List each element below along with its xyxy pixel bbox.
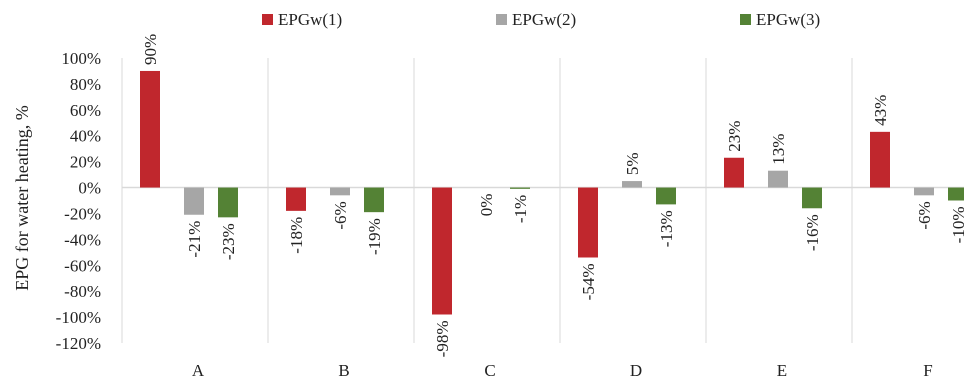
x-category-label: E bbox=[777, 361, 787, 380]
x-axis-categories: A B C D E F bbox=[192, 361, 933, 380]
y-axis-ticks: 100% 80% 60% 40% 20% 0% -20% -40% -60% -80% -100% -… bbox=[56, 49, 101, 353]
x-category-label: C bbox=[484, 361, 495, 380]
bars bbox=[140, 70, 964, 315]
legend-swatch-2 bbox=[496, 14, 507, 25]
bar-s3-D bbox=[656, 187, 676, 205]
y-tick-label: 80% bbox=[70, 75, 101, 94]
bar-s1-C bbox=[432, 187, 452, 315]
bar-s2-D bbox=[622, 181, 642, 188]
bar-s1-A bbox=[140, 70, 160, 188]
data-label-s1-F: 43% bbox=[871, 95, 890, 126]
data-label-s3-F: -10% bbox=[949, 207, 964, 244]
data-label-s3-E: -16% bbox=[803, 214, 822, 251]
bar-s3-F bbox=[948, 187, 964, 201]
bar-s3-A bbox=[218, 187, 238, 218]
data-labels: 90% -21% -23% -18% -6% -19% -98% 0% -1% -54% 5% -13… bbox=[141, 34, 964, 358]
legend-swatch-1 bbox=[262, 14, 273, 25]
grid bbox=[121, 58, 964, 343]
legend-swatch-3 bbox=[740, 14, 751, 25]
y-tick-label: -40% bbox=[64, 230, 101, 249]
data-label-s2-E: 13% bbox=[769, 134, 788, 165]
data-label-s2-A: -21% bbox=[185, 221, 204, 258]
data-label-s1-E: 23% bbox=[725, 121, 744, 152]
bar-s1-B bbox=[286, 187, 306, 211]
bar-s3-C bbox=[510, 187, 530, 189]
y-tick-label: 20% bbox=[70, 153, 101, 172]
bar-s2-E bbox=[768, 170, 788, 188]
x-category-label: D bbox=[630, 361, 642, 380]
x-category-label: B bbox=[338, 361, 349, 380]
data-label-s2-B: -6% bbox=[331, 201, 350, 229]
legend-label-1: EPGw(1) bbox=[278, 10, 342, 29]
data-label-s3-A: -23% bbox=[219, 223, 238, 260]
x-category-label: F bbox=[923, 361, 932, 380]
legend: EPGw(1) EPGw(2) EPGw(3) bbox=[262, 10, 820, 29]
legend-label-3: EPGw(3) bbox=[756, 10, 820, 29]
data-label-s1-B: -18% bbox=[287, 217, 306, 254]
bar-s1-E bbox=[724, 157, 744, 188]
bar-s2-F bbox=[914, 187, 934, 196]
bar-s1-D bbox=[578, 187, 598, 258]
y-tick-label: 0% bbox=[78, 179, 101, 198]
y-tick-label: -60% bbox=[64, 256, 101, 275]
bar-s2-B bbox=[330, 187, 350, 196]
y-axis-title: EPG for water heating, % bbox=[12, 105, 32, 290]
data-label-s3-C: -1% bbox=[511, 195, 530, 223]
y-tick-label: -80% bbox=[64, 282, 101, 301]
legend-label-2: EPGw(2) bbox=[512, 10, 576, 29]
x-category-label: A bbox=[192, 361, 205, 380]
y-tick-label: -100% bbox=[56, 308, 101, 327]
bar-s2-A bbox=[184, 187, 204, 215]
data-label-s2-C: 0% bbox=[477, 194, 496, 217]
y-tick-label: 100% bbox=[61, 49, 101, 68]
data-label-s3-D: -13% bbox=[657, 210, 676, 247]
bar-s3-B bbox=[364, 187, 384, 213]
y-tick-label: -20% bbox=[64, 204, 101, 223]
y-tick-label: 40% bbox=[70, 127, 101, 146]
data-label-s1-D: -54% bbox=[579, 264, 598, 301]
y-tick-label: 60% bbox=[70, 101, 101, 120]
data-label-s2-D: 5% bbox=[623, 152, 642, 175]
y-tick-label: -120% bbox=[56, 334, 101, 353]
bar-s3-E bbox=[802, 187, 822, 209]
data-label-s1-A: 90% bbox=[141, 34, 160, 65]
data-label-s1-C: -98% bbox=[433, 321, 452, 358]
data-label-s3-B: -19% bbox=[365, 218, 384, 255]
bar-s1-F bbox=[870, 131, 890, 188]
data-label-s2-F: -6% bbox=[915, 201, 934, 229]
